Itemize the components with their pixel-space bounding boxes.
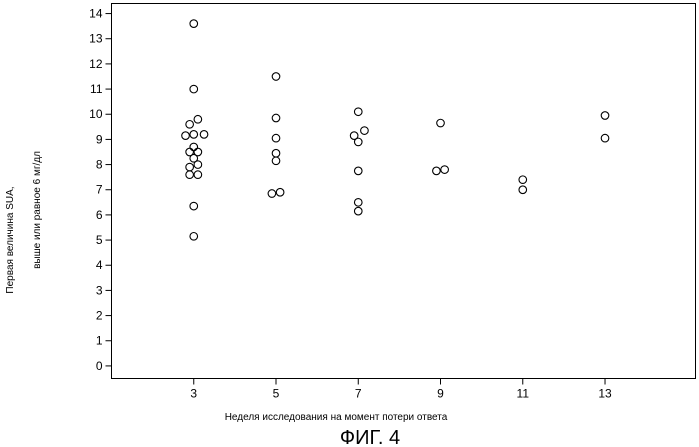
y-tick-label: 11 [90,82,103,96]
data-point [601,134,609,142]
data-points [182,20,609,240]
data-point [182,132,190,140]
data-point [354,207,362,215]
data-point [186,121,194,129]
data-point [190,20,198,28]
data-point [276,188,284,196]
y-tick-label: 3 [96,283,103,297]
data-point [200,131,208,139]
figure-caption: ФИГ. 4 [340,427,400,447]
x-axis-label: Неделя исследования на момент потери отв… [225,412,448,423]
data-point [441,166,449,174]
data-point [361,127,369,135]
data-point [354,108,362,116]
y-tick-label: 13 [89,32,103,46]
data-point [190,85,198,93]
data-point [519,186,527,194]
data-point [268,190,276,198]
data-point [194,115,202,123]
y-tick-label: 7 [96,183,103,197]
y-tick-label: 6 [96,208,103,222]
y-tick-label: 10 [89,107,103,121]
y-tick-label: 1 [96,334,103,348]
y-tick-label: 5 [96,233,103,247]
y-tick-label: 4 [96,258,103,272]
x-tick-label: 9 [437,387,444,401]
y-axis-label-line-1: Первая величина SUA, [5,186,16,293]
data-point [272,134,280,142]
plot-frame [112,4,696,379]
x-tick-label: 7 [355,387,362,401]
data-point [190,143,198,151]
data-point [272,114,280,122]
data-point [194,171,202,179]
y-tick-label: 8 [96,158,103,172]
x-axis: 3 5 7 9 11 13 [190,379,612,401]
x-tick-label: 13 [598,387,612,401]
y-tick-label: 0 [96,359,103,373]
data-point [272,73,280,81]
data-point [272,157,280,165]
data-point [354,199,362,207]
y-tick-label: 14 [89,7,103,21]
data-point [437,119,445,127]
data-point [194,161,202,169]
x-tick-label: 5 [273,387,280,401]
data-point [190,233,198,241]
data-point [186,171,194,179]
y-tick-label: 2 [96,309,103,323]
data-point [272,149,280,157]
data-point [190,131,198,139]
y-axis: 01234567891011121314 [89,7,111,373]
data-point [354,138,362,146]
data-point [601,112,609,120]
y-axis-label-line-2: выше или равное 6 мг/дл [32,151,43,269]
data-point [354,167,362,175]
x-tick-label: 11 [517,387,530,401]
x-tick-label: 3 [190,387,197,401]
data-point [190,202,198,210]
data-point [186,163,194,171]
y-tick-label: 12 [89,57,103,71]
data-point [519,176,527,184]
y-tick-label: 9 [96,132,103,146]
data-point [433,167,441,175]
